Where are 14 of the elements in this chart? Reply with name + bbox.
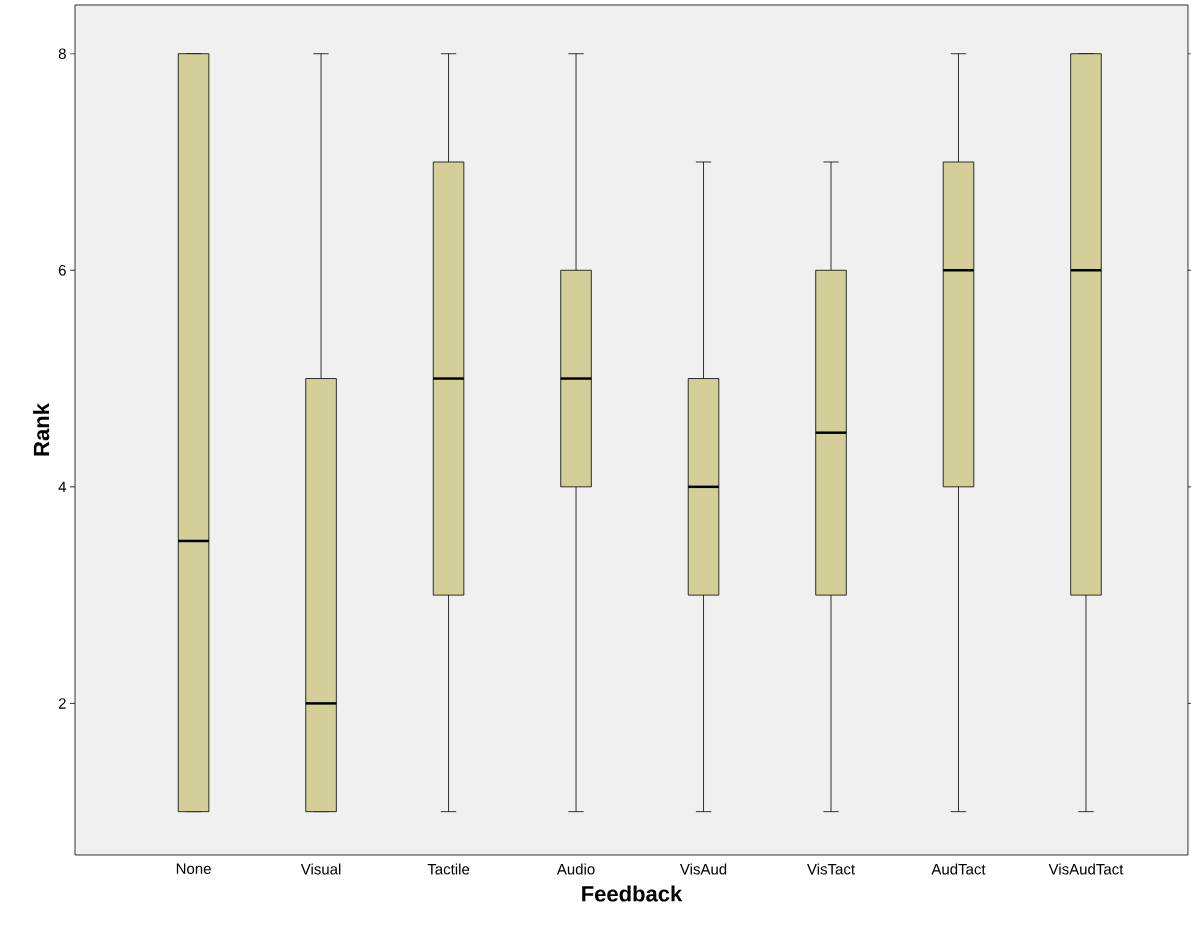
y-tick-label: 2 [58, 698, 66, 709]
x-tick-label: VisAud [679, 863, 727, 875]
y-axis-title: Rank [33, 403, 50, 456]
x-tick-label: Audio [556, 863, 595, 875]
x-tick-label: AudTact [931, 863, 986, 875]
y-tick-label: 4 [58, 481, 67, 492]
x-tick-label: Visual [300, 863, 341, 875]
x-tick-label: None [176, 863, 211, 874]
x-tick-label: VisTact [807, 863, 855, 875]
x-tick-label: VisAudTact [1048, 863, 1124, 875]
x-tick-label: Tactile [427, 863, 470, 875]
x-axis-title: Feedback [582, 885, 683, 902]
y-tick-label: 8 [58, 48, 66, 60]
y-tick-label: 6 [58, 264, 66, 276]
